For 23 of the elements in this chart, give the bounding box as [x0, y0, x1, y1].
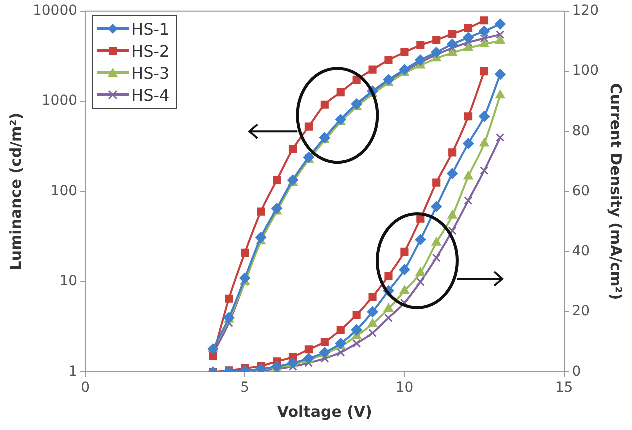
y-axis-title: Luminance (cd/m²) — [6, 112, 25, 271]
x-tick-label: 0 — [81, 380, 90, 396]
y-tick-label: 10 — [60, 274, 78, 290]
x-axis-title: Voltage (V) — [277, 402, 372, 421]
legend-label: HS-4 — [132, 86, 170, 105]
y-tick-label: 1000 — [42, 93, 78, 110]
y2-tick-label: 60 — [572, 183, 590, 200]
x-tick-label: 10 — [396, 380, 414, 396]
x-tick-label: 15 — [555, 380, 574, 396]
y2-tick-label: 100 — [572, 63, 600, 80]
y2-tick-label: 80 — [572, 123, 590, 140]
y2-axis-title: Current Density (mA/cm²) — [607, 83, 626, 300]
x-tick-label: 5 — [240, 380, 250, 396]
y2-tick-label: 40 — [572, 244, 590, 260]
legend-label: HS-1 — [132, 20, 170, 39]
y2-tick-label: 0 — [572, 364, 582, 380]
legend-label: HS-2 — [132, 42, 170, 61]
y-tick-label: 1 — [68, 364, 78, 380]
y-tick-label: 100 — [50, 183, 78, 200]
legend-label: HS-3 — [132, 64, 170, 83]
y-tick-label: 10000 — [32, 3, 78, 20]
y2-tick-label: 20 — [572, 304, 590, 320]
y2-tick-label: 120 — [572, 3, 600, 20]
